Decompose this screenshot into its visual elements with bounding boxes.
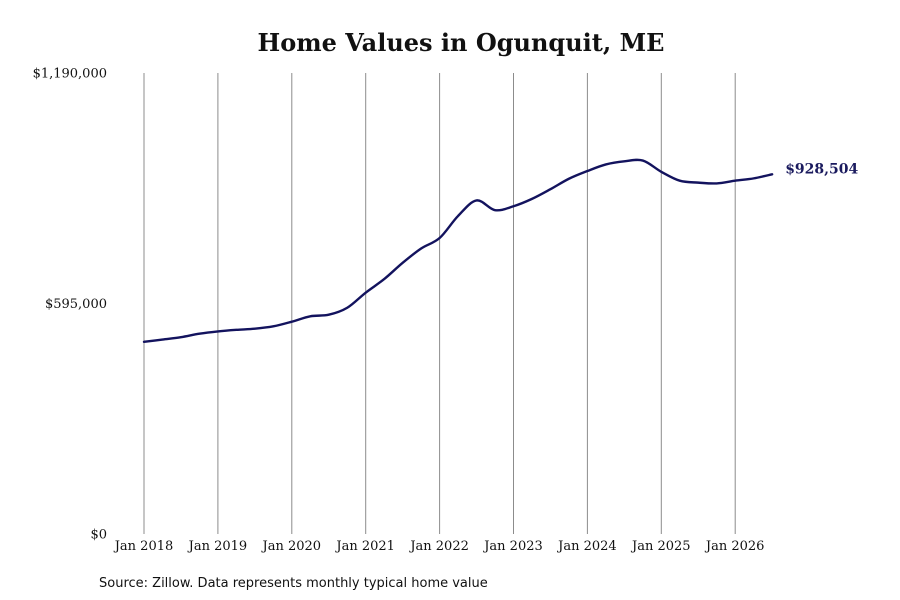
data-point: [679, 180, 681, 182]
data-point: [161, 338, 163, 340]
data-point: [180, 336, 182, 338]
source-note: Source: Zillow. Data represents monthly …: [99, 576, 488, 591]
x-tick-label: Jan 2019: [187, 539, 248, 554]
data-point: [549, 188, 551, 190]
data-point: [586, 170, 588, 172]
x-tick-label: Jan 2023: [482, 539, 543, 554]
data-point: [235, 329, 237, 331]
data-point: [697, 181, 699, 183]
series-layer: [142, 158, 774, 344]
x-axis-ticks: Jan 2018 Jan 2019 Jan 2020 Jan 2021 Jan 2022…: [113, 539, 765, 554]
y-tick-label: $0: [90, 528, 107, 543]
x-tick-label: Jan 2018: [113, 539, 174, 554]
data-point: [734, 180, 736, 182]
data-point: [716, 182, 718, 184]
y-tick-label: $1,190,000: [33, 67, 107, 82]
data-point: [457, 215, 459, 217]
data-point: [568, 178, 570, 180]
last-value-label: $928,504: [785, 161, 858, 177]
x-tick-label: Jan 2021: [334, 539, 395, 554]
data-point: [346, 307, 348, 309]
data-point: [217, 330, 219, 332]
data-point: [623, 160, 625, 162]
x-tick-label: Jan 2026: [704, 539, 765, 554]
x-tick-label: Jan 2020: [261, 539, 322, 554]
data-point: [254, 327, 256, 329]
data-point: [291, 321, 293, 323]
x-tick-label: Jan 2022: [408, 539, 469, 554]
data-point: [365, 291, 367, 293]
chart-title: Home Values in Ogunquit, ME: [258, 28, 665, 57]
data-point: [420, 247, 422, 249]
series-line-0: [142, 158, 774, 344]
x-tick-label: Jan 2025: [630, 539, 691, 554]
x-tick-label: Jan 2024: [556, 539, 617, 554]
data-point: [531, 198, 533, 200]
data-point: [475, 199, 477, 201]
data-point: [401, 262, 403, 264]
data-point: [272, 325, 274, 327]
y-axis-ticks: $0 $595,000 $1,190,000: [33, 67, 107, 543]
data-point: [494, 209, 496, 211]
data-point: [383, 278, 385, 280]
data-point: [752, 177, 754, 179]
data-point: [328, 314, 330, 316]
data-point: [512, 205, 514, 207]
grid-lines: [143, 73, 736, 534]
data-point: [771, 173, 773, 175]
data-point: [309, 315, 311, 317]
data-point: [143, 341, 145, 343]
data-point: [642, 159, 644, 161]
y-tick-label: $595,000: [45, 297, 107, 312]
data-point: [660, 171, 662, 173]
data-point: [198, 333, 200, 335]
data-point: [438, 237, 440, 239]
data-point: [605, 163, 607, 165]
